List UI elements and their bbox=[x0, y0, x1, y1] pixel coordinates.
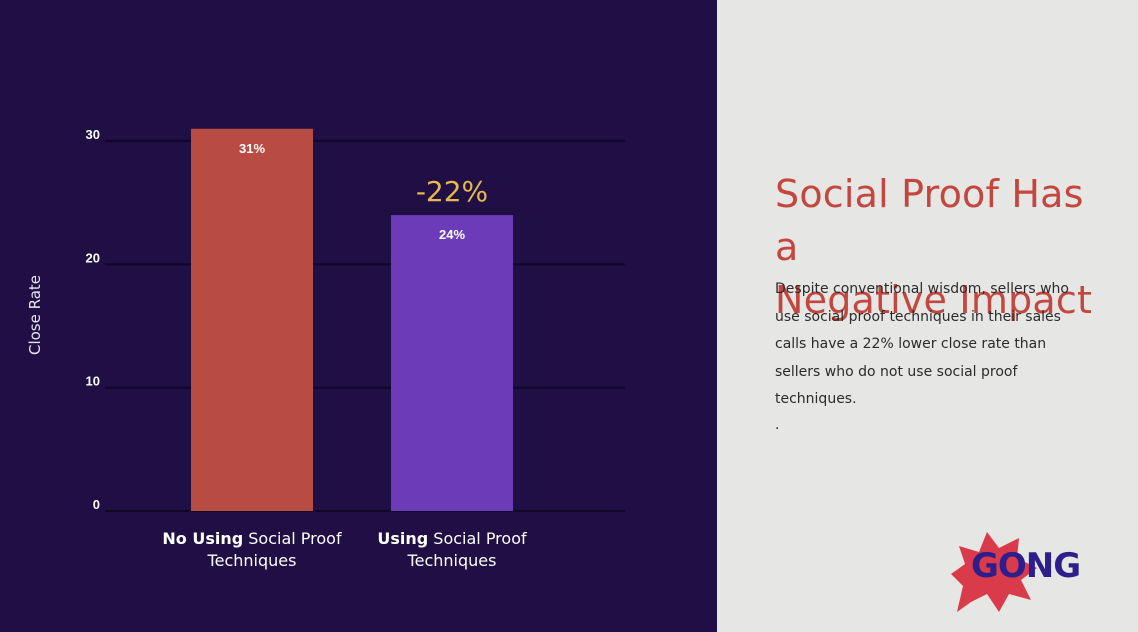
category-label-bold: No Using bbox=[162, 529, 243, 548]
headline-line-1: Social Proof Has a bbox=[775, 172, 1084, 269]
chart-panel: 0 10 20 30 Close Rate 31% No Using Social Proo… bbox=[0, 0, 717, 632]
text-panel: Social Proof Has a Negative Impact Despi… bbox=[717, 0, 1138, 632]
bar bbox=[191, 128, 313, 511]
starburst-icon bbox=[951, 532, 1037, 612]
y-axis-label: Close Rate bbox=[26, 275, 44, 355]
category-label: No Using Social Proof bbox=[162, 529, 342, 548]
body-text: Despite conventional wisdom, sellers who… bbox=[775, 281, 1069, 407]
category-label-rest: Social Proof bbox=[428, 529, 527, 548]
trailing-dot: . bbox=[775, 417, 780, 433]
gong-logo: GONG bbox=[949, 528, 1089, 614]
data-label: 24% bbox=[439, 227, 465, 242]
headline: Social Proof Has a Negative Impact bbox=[775, 168, 1115, 327]
delta-annotation: -22% bbox=[416, 175, 488, 208]
category-label-rest: Social Proof bbox=[243, 529, 342, 548]
category-label-bold: Using bbox=[377, 529, 428, 548]
category-label-line-2: Techniques bbox=[207, 551, 297, 570]
y-tick-label: 0 bbox=[93, 497, 100, 512]
y-tick-label: 30 bbox=[86, 127, 100, 142]
y-tick-label: 10 bbox=[86, 374, 100, 389]
logo-text: GONG bbox=[971, 546, 1081, 586]
bar bbox=[391, 215, 513, 511]
category-label-line-2: Techniques bbox=[407, 551, 497, 570]
category-label: Using Social Proof bbox=[377, 529, 527, 548]
data-label: 31% bbox=[239, 141, 265, 156]
bar-chart: 0 10 20 30 Close Rate 31% No Using Social Proo… bbox=[26, 127, 625, 570]
headline-line-2: Negative Impact bbox=[775, 278, 1093, 322]
y-tick-label: 20 bbox=[86, 250, 100, 265]
